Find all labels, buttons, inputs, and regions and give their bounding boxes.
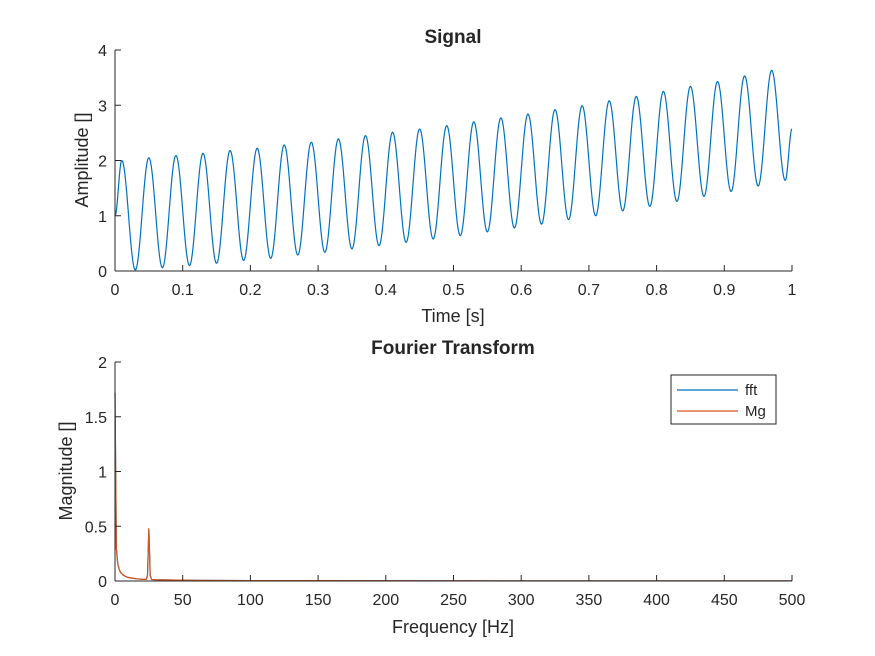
- fft-x-tick-label: 500: [779, 592, 806, 609]
- signal-x-tick-label: 0.3: [307, 282, 329, 299]
- signal-y-tick-label: 2: [98, 154, 107, 171]
- fft-x-axis-label: Frequency [Hz]: [392, 617, 514, 637]
- fft-ticks: 0 50 100 150 200 250 300 350 400 450 500 0 0.5 1 1.5 2: [85, 355, 806, 609]
- signal-y-tick-label: 0: [98, 264, 107, 281]
- fft-title: Fourier Transform: [371, 338, 535, 359]
- fft-x-tick-label: 0: [111, 592, 120, 609]
- signal-x-tick-label: 0.5: [442, 282, 464, 299]
- signal-x-tick-label: 0.4: [375, 282, 397, 299]
- signal-plot-area: [115, 50, 792, 271]
- fft-y-tick-label: 0.5: [85, 519, 107, 536]
- fft-axes: 0 50 100 150 200 250 300 350 400 450 50000.511.52 …: [56, 338, 805, 637]
- signal-y-tick-label: 3: [98, 98, 107, 115]
- fft-x-tick-label: 400: [643, 592, 670, 609]
- legend-label-fft: fft: [745, 382, 758, 399]
- signal-x-tick-label: 1: [788, 282, 797, 299]
- legend-label-mg: Mg: [745, 403, 766, 420]
- fft-x-tick-label: 150: [305, 592, 332, 609]
- signal-x-tick-label: 0.9: [713, 282, 735, 299]
- signal-series-line-0: [114, 69, 793, 271]
- fft-x-tick-label: 350: [576, 592, 603, 609]
- signal-x-tick-label: 0.1: [172, 282, 194, 299]
- signal-x-tick-label: 0.7: [578, 282, 600, 299]
- fft-x-tick-label: 50: [174, 592, 192, 609]
- fft-y-tick-label: 0: [98, 574, 107, 591]
- signal-ticks: 0 0.1 0.2 0.3 0.4 0.5 0.6 0.7 0.8 0.9 1 0 1 2 3 4: [98, 43, 796, 299]
- legend-box: [670, 374, 777, 425]
- signal-y-axis-label: Amplitude []: [72, 112, 92, 207]
- signal-title: Signal: [424, 27, 481, 48]
- signal-y-tick-label: 1: [98, 209, 107, 226]
- signal-y-tick-label: 4: [98, 43, 107, 60]
- signal-x-tick-label: 0.6: [510, 282, 532, 299]
- fft-x-tick-label: 100: [237, 592, 264, 609]
- signal-series-group: [114, 69, 793, 271]
- signal-x-tick-label: 0.8: [645, 282, 667, 299]
- fft-x-tick-label: 250: [440, 592, 467, 609]
- fft-x-tick-label: 300: [508, 592, 535, 609]
- signal-x-tick-label: 0.2: [239, 282, 261, 299]
- signal-axes: 0 0.1 0.2 0.3 0.4 0.5 0.6 0.7 0.8 0.9 1 0 1 2 3 4 Signa…: [72, 27, 797, 326]
- fft-y-tick-label: 2: [98, 355, 107, 372]
- signal-x-tick-label: 0: [111, 282, 120, 299]
- fft-x-tick-label: 450: [711, 592, 738, 609]
- fft-y-tick-label: 1.5: [85, 410, 107, 427]
- fft-y-tick-label: 1: [98, 465, 107, 482]
- fft-legend: fft Mg: [670, 374, 777, 425]
- signal-x-axis-label: Time [s]: [421, 306, 484, 326]
- fft-y-axis-label: Magnitude []: [56, 421, 76, 520]
- fft-x-tick-label: 200: [372, 592, 399, 609]
